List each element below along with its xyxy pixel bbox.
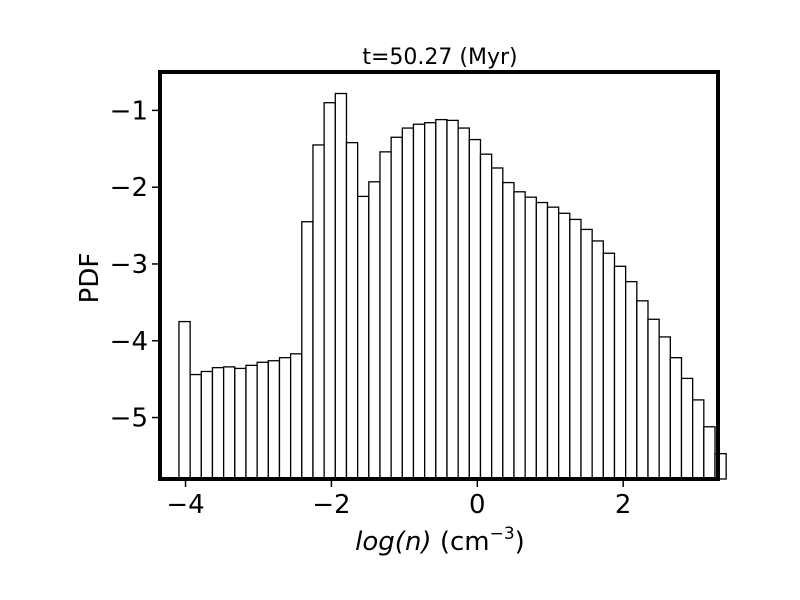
histogram-bar <box>401 127 415 480</box>
histogram-bar <box>569 218 582 480</box>
histogram-bar <box>390 136 403 480</box>
histogram-bar <box>490 167 504 480</box>
plot-frame <box>158 70 720 481</box>
histogram-bar <box>312 144 325 480</box>
x-axis-label-unit-close: ) <box>515 527 525 557</box>
y-tick-label: −1 <box>110 96 148 126</box>
histogram-bar <box>345 141 359 480</box>
histogram-bar <box>613 265 627 480</box>
histogram-bar <box>558 212 571 480</box>
x-axis-ticks: −4 −2 0 2 <box>166 479 631 520</box>
histogram-bar <box>435 118 448 480</box>
x-axis-label-unit-exponent: −3 <box>490 524 515 544</box>
y-tick-label: −5 <box>110 404 148 434</box>
histogram-bar <box>513 191 526 480</box>
histogram-bar <box>468 138 482 480</box>
x-tick-label: −2 <box>312 490 350 520</box>
histogram-bar <box>301 221 314 480</box>
histogram-bar <box>222 366 236 480</box>
histogram-bar <box>546 206 560 480</box>
x-tick-label: 0 <box>469 490 486 520</box>
histogram-bar <box>245 364 258 480</box>
histogram-bars <box>178 92 727 480</box>
histogram-bar <box>457 127 470 480</box>
histogram-bar <box>356 195 370 480</box>
x-tick-label: −4 <box>166 490 204 520</box>
histogram-bar <box>446 119 459 480</box>
histogram-bar <box>524 196 537 480</box>
histogram-bar <box>714 453 727 480</box>
x-tick-label: 2 <box>615 490 632 520</box>
histogram-bar <box>234 367 247 480</box>
histogram-bar <box>334 92 348 480</box>
histogram-bar <box>267 360 281 480</box>
histogram-bar <box>680 377 694 480</box>
histogram-bar <box>189 373 202 480</box>
histogram-bar <box>625 280 638 480</box>
histogram-bar <box>278 357 292 480</box>
y-tick-label: −2 <box>110 173 148 203</box>
histogram-bar <box>178 320 191 480</box>
histogram-bar <box>379 151 392 480</box>
histogram-bar <box>323 102 336 480</box>
histogram-bar <box>423 122 437 480</box>
histogram-bar <box>591 240 604 480</box>
chart-title: t=50.27 (Myr) <box>362 45 517 70</box>
histogram-bar <box>692 399 705 480</box>
histogram-bar <box>669 357 683 480</box>
x-axis-label-italic: log(n) <box>355 527 431 557</box>
x-axis-label: log(n) (cm−3) <box>355 524 525 557</box>
x-axis-label-unit: (cm <box>440 527 490 557</box>
histogram-bar <box>200 370 214 480</box>
histogram-bar <box>703 426 716 480</box>
histogram-bar <box>535 201 549 480</box>
y-axis-label: PDF <box>75 253 105 304</box>
histogram-bar <box>368 181 381 480</box>
histogram-bar <box>412 123 426 480</box>
histogram-bar <box>479 153 493 480</box>
histogram-bar <box>658 336 671 480</box>
y-tick-label: −4 <box>110 327 148 357</box>
histogram-bar <box>602 252 616 480</box>
histogram-bar <box>647 318 660 480</box>
histogram-bar <box>256 361 269 480</box>
histogram-bar <box>502 181 515 480</box>
histogram-bar <box>580 228 593 480</box>
histogram-bar <box>636 300 649 480</box>
y-axis-ticks: −5 −4 −3 −2 −1 <box>110 96 160 434</box>
histogram-bar <box>211 367 225 480</box>
histogram-bar <box>289 353 303 480</box>
y-tick-label: −3 <box>110 250 148 280</box>
